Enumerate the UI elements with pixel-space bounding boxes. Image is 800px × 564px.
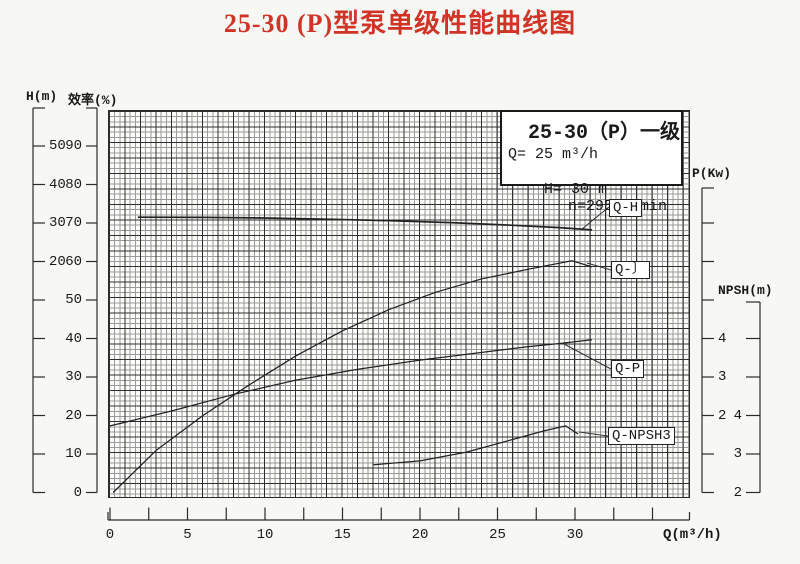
efficiency-axis-tick-label: 80 [65,176,82,193]
efficiency-axis-tick-label: 90 [65,138,82,154]
efficiency-axis-tick-label: 0 [73,484,82,501]
flow-axis-tick-label: 30 [566,527,584,543]
power-axis-title: P(Kw) [692,166,732,181]
npsh-axis-title: NPSH(m) [718,283,773,298]
flow-axis-title: Q(m³/h) [663,527,722,543]
h-axis-tick-label: 30 [49,215,66,231]
flow-axis-tick-label: 0 [105,527,115,543]
page-title: 25-30 (P)型泵单级性能曲线图 [223,9,577,38]
efficiency-axis-tick-label: 30 [65,369,82,385]
power-axis-tick-label: 4 [718,330,727,347]
flow-axis-tick-label: 10 [256,527,274,543]
legend-model: 25-30（P） [528,122,641,145]
curve-label-q-npsh3: Q-NPSH3 [608,427,675,445]
legend-model-line: 25-30（P） 一级 [502,112,681,145]
h-axis-tick-label: 20 [49,253,66,270]
power-axis-tick-label: 2 [718,407,727,424]
efficiency-axis-tick-label: 40 [65,330,82,347]
flow-axis-tick-label: 15 [334,527,351,543]
efficiency-axis-title: 效率(%) [68,93,118,108]
efficiency-axis-tick-label: 20 [65,407,82,424]
efficiency-axis-tick-label: 60 [65,253,82,270]
power-axis-tick-label: 3 [718,369,727,385]
curve-label-q-eta: Q-〕 [611,261,650,279]
npsh-axis-tick-label: 3 [733,446,742,462]
legend-head-speed-line: H= 30 m n=2950r/min [502,163,681,232]
h-axis-tick-label: 50 [49,138,66,154]
h-axis-title: H(m) [26,89,58,104]
legend-flow: Q= 25 m³/h [508,146,599,163]
efficiency-axis-tick-label: 70 [65,215,82,231]
legend-box: 25-30（P） 一级 Q= 25 m³/h H= 30 m n=2950r/m… [500,110,683,215]
flow-axis-tick-label: 5 [183,527,192,543]
flow-axis-tick-label: 25 [489,527,506,543]
npsh-axis-tick-label: 4 [733,407,742,424]
efficiency-axis-tick-label: 50 [65,292,82,308]
npsh-axis-tick-label: 2 [733,484,742,501]
legend-stage: 一级 [640,122,681,145]
h-axis-tick-label: 40 [49,176,66,193]
efficiency-axis-tick-label: 10 [65,446,82,462]
flow-axis-tick-label: 20 [411,527,429,543]
curve-label-qh: Q-H [609,199,643,217]
curve-label-qp: Q-P [611,360,645,378]
legend-head: H= 30 m [544,181,608,198]
